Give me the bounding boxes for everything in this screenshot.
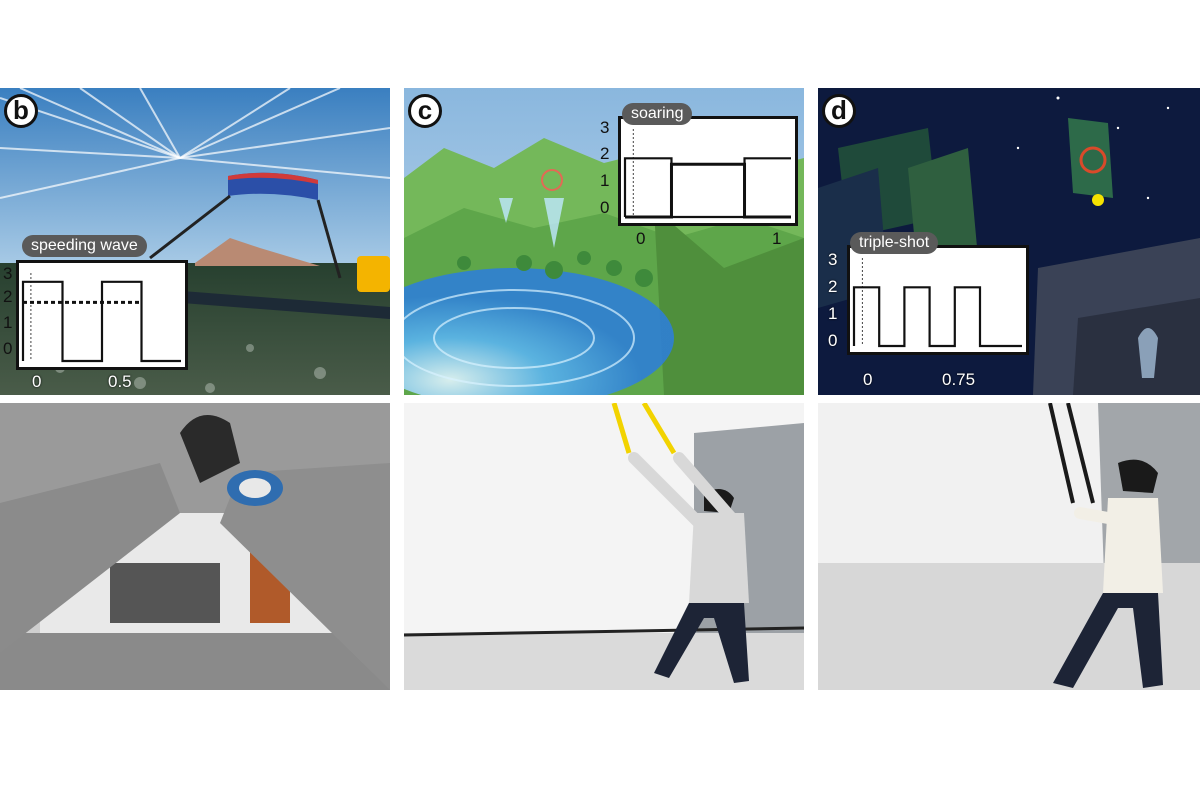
y-tick-label: 3	[828, 250, 838, 269]
signal-chart-inset	[847, 245, 1029, 355]
signal-chart	[852, 258, 1022, 348]
y-tick-label: 0	[600, 198, 610, 217]
panel-label: d	[822, 94, 856, 128]
y-tick-label: 0	[828, 331, 838, 350]
chart-title: triple-shot	[850, 232, 939, 254]
photo-first-person-view	[0, 403, 390, 690]
y-tick-label: 1	[3, 313, 13, 332]
panel-label: b	[4, 94, 38, 128]
panel-label: c	[408, 94, 442, 128]
x-tick-label: 0	[863, 370, 873, 389]
chart-title: speeding wave	[22, 235, 147, 257]
panel-d-game-scene: d triple-shot 3 2 1 0 0 0.75	[818, 88, 1200, 395]
signal-chart	[21, 273, 181, 363]
y-tick-label: 1	[828, 304, 838, 323]
signal-series-line	[21, 280, 181, 363]
photo-user-shooting-pose	[818, 403, 1200, 690]
y-tick-label: 2	[600, 144, 610, 163]
panel-b-game-scene: b speeding wave 3 2 1 0 0 0.5	[0, 88, 390, 395]
first-person-photo-illustration	[0, 403, 390, 690]
target-reticle-icon	[1079, 146, 1107, 174]
signal-chart-inset	[16, 260, 188, 370]
y-tick-label: 2	[828, 277, 838, 296]
y-tick-label: 1	[600, 171, 610, 190]
x-tick-label: 0.5	[108, 372, 132, 391]
signal-series-line	[852, 286, 1022, 348]
x-tick-label: 0	[32, 372, 42, 391]
signal-chart	[623, 129, 791, 219]
signal-series-line	[623, 157, 791, 219]
signal-series-line	[625, 162, 791, 219]
panel-c-game-scene: c soaring 3 2 1 0 0 1	[404, 88, 804, 395]
photo-user-soaring-pose	[404, 403, 804, 690]
chart-title: soaring	[622, 103, 693, 125]
y-tick-label: 3	[3, 264, 13, 283]
x-tick-label: 0.75	[942, 370, 976, 389]
user-pose-photo-illustration	[404, 403, 804, 690]
y-tick-label: 3	[600, 118, 610, 137]
y-tick-label: 2	[3, 287, 13, 306]
user-shoot-photo-illustration	[818, 403, 1200, 690]
target-reticle-icon	[541, 169, 563, 191]
y-tick-label: 0	[3, 339, 13, 358]
speed-icon	[357, 256, 390, 292]
x-tick-label: 0	[636, 229, 646, 248]
signal-chart-inset	[618, 116, 798, 226]
x-tick-label: 1	[772, 229, 782, 248]
